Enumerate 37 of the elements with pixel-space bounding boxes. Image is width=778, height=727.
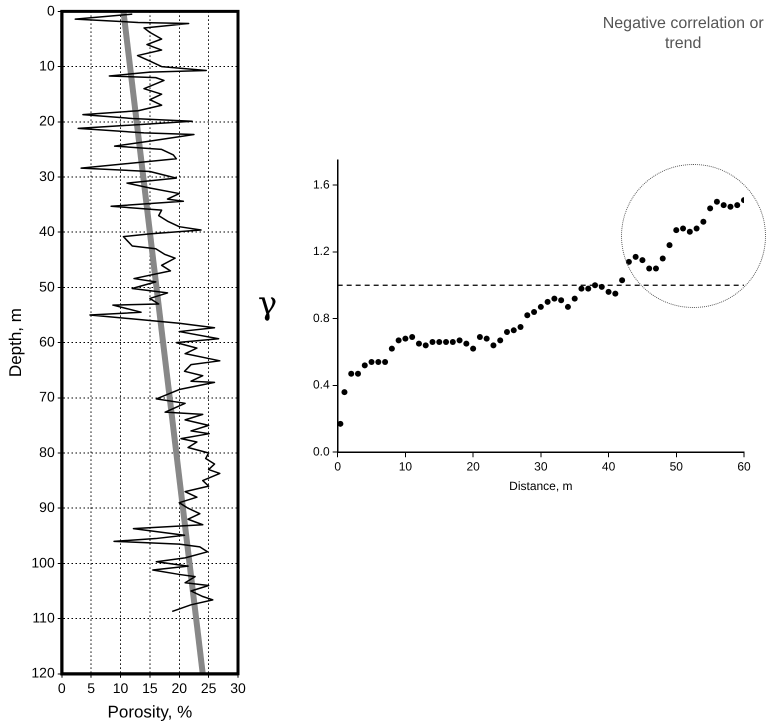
x-tick-label: 5: [87, 680, 96, 696]
y-tick-label: 0.0: [312, 444, 330, 459]
y-axis-title: γ: [258, 284, 278, 322]
y-tick-label: 50: [39, 278, 55, 294]
y-axis-title: Depth, m: [6, 308, 25, 378]
text: Negative correlation or trend: [602, 14, 765, 54]
x-axis-title: Distance, m: [509, 479, 573, 494]
y-tick-label: 30: [39, 168, 55, 184]
y-tick-label: 1.2: [312, 244, 330, 258]
y-tick-label: 60: [39, 333, 55, 350]
y-tick-label: 1.6: [312, 177, 330, 192]
y-tick-label: 90: [39, 499, 55, 516]
x-tick-label: 20: [466, 460, 480, 474]
x-tick-label: 0: [58, 680, 66, 696]
y-tick-label: 20: [39, 112, 55, 129]
x-tick-label: 15: [142, 680, 158, 696]
x-tick-label: 25: [200, 680, 217, 696]
y-tick-label: 110: [32, 609, 55, 626]
y-tick-label: 0.4: [312, 378, 330, 392]
x-tick-label: 0: [334, 460, 342, 474]
y-tick-label: 100: [31, 554, 55, 570]
x-tick-label: 40: [602, 460, 616, 474]
y-tick-label: 10: [39, 57, 55, 74]
x-axis-title: Porosity, %: [108, 702, 192, 722]
y-tick-label: 0: [46, 2, 55, 18]
x-tick-label: 30: [534, 460, 548, 474]
y-tick-label: 40: [39, 223, 55, 240]
y-tick-label: 80: [39, 444, 55, 460]
x-tick-label: 10: [398, 460, 412, 474]
y-tick-label: 0.8: [312, 310, 330, 325]
x-tick-label: 30: [230, 680, 246, 696]
x-tick-label: 10: [112, 680, 129, 696]
y-tick-label: 120: [31, 664, 55, 681]
x-tick-label: 50: [670, 460, 684, 474]
y-tick-label: 70: [39, 388, 55, 405]
x-tick-label: 20: [171, 680, 188, 696]
x-tick-label: 60: [737, 460, 751, 474]
